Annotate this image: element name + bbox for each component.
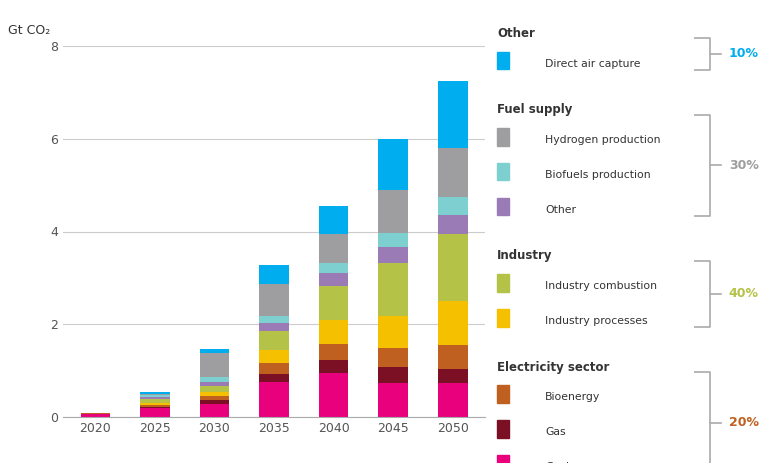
- Bar: [140, 403, 170, 405]
- Bar: [378, 348, 408, 367]
- Bar: [319, 344, 348, 360]
- Bar: [259, 374, 289, 382]
- Bar: [319, 286, 348, 320]
- Bar: [200, 400, 229, 404]
- Bar: [378, 247, 408, 263]
- Bar: [378, 263, 408, 316]
- Bar: [200, 392, 229, 396]
- Bar: [200, 396, 229, 400]
- Bar: [378, 383, 408, 417]
- Bar: [378, 316, 408, 348]
- Bar: [497, 128, 509, 145]
- Bar: [200, 382, 229, 386]
- Bar: [81, 414, 110, 417]
- Bar: [319, 234, 348, 263]
- Bar: [259, 284, 289, 316]
- Bar: [378, 367, 408, 383]
- Bar: [497, 420, 509, 438]
- Text: Bioenergy: Bioenergy: [545, 393, 601, 402]
- Text: 40%: 40%: [729, 288, 759, 300]
- Bar: [319, 373, 348, 417]
- Bar: [438, 234, 467, 301]
- Bar: [259, 363, 289, 374]
- Bar: [319, 360, 348, 373]
- Text: Hydrogen production: Hydrogen production: [545, 135, 661, 145]
- Text: Gt CO₂: Gt CO₂: [8, 24, 50, 37]
- Bar: [140, 394, 170, 395]
- Bar: [81, 413, 110, 414]
- Text: 30%: 30%: [729, 159, 759, 172]
- Bar: [140, 407, 170, 408]
- Bar: [259, 265, 289, 284]
- Bar: [140, 408, 170, 417]
- Bar: [438, 215, 467, 234]
- Bar: [140, 397, 170, 399]
- Bar: [259, 350, 289, 363]
- Bar: [438, 197, 467, 215]
- Bar: [497, 198, 509, 215]
- Text: Direct air capture: Direct air capture: [545, 59, 640, 69]
- Bar: [378, 190, 408, 233]
- Bar: [497, 455, 509, 463]
- Bar: [438, 345, 467, 369]
- Bar: [140, 395, 170, 397]
- Text: Electricity sector: Electricity sector: [497, 361, 610, 374]
- Bar: [497, 385, 509, 403]
- Text: Other: Other: [497, 27, 535, 40]
- Bar: [200, 349, 229, 353]
- Text: Other: Other: [545, 205, 576, 215]
- Bar: [378, 139, 408, 190]
- Bar: [200, 404, 229, 417]
- Bar: [140, 399, 170, 403]
- Bar: [140, 392, 170, 394]
- Bar: [319, 263, 348, 273]
- Bar: [497, 51, 509, 69]
- Bar: [200, 353, 229, 377]
- Text: Industry processes: Industry processes: [545, 316, 648, 326]
- Bar: [438, 383, 467, 417]
- Bar: [438, 301, 467, 345]
- Bar: [438, 369, 467, 383]
- Bar: [319, 320, 348, 344]
- Bar: [259, 323, 289, 331]
- Text: Gas: Gas: [545, 427, 566, 438]
- Text: Fuel supply: Fuel supply: [497, 103, 572, 116]
- Bar: [200, 377, 229, 382]
- Bar: [438, 148, 467, 197]
- Bar: [319, 273, 348, 286]
- Text: Biofuels production: Biofuels production: [545, 170, 651, 180]
- Bar: [259, 316, 289, 323]
- Bar: [497, 274, 509, 292]
- Text: 20%: 20%: [729, 416, 759, 429]
- Text: 10%: 10%: [729, 47, 759, 61]
- Bar: [497, 163, 509, 181]
- Bar: [378, 233, 408, 247]
- Bar: [319, 206, 348, 234]
- Text: Industry: Industry: [497, 249, 553, 262]
- Bar: [259, 331, 289, 350]
- Bar: [200, 386, 229, 392]
- Bar: [140, 405, 170, 407]
- Bar: [438, 81, 467, 148]
- Text: Industry combustion: Industry combustion: [545, 281, 657, 291]
- Bar: [497, 309, 509, 327]
- Bar: [259, 382, 289, 417]
